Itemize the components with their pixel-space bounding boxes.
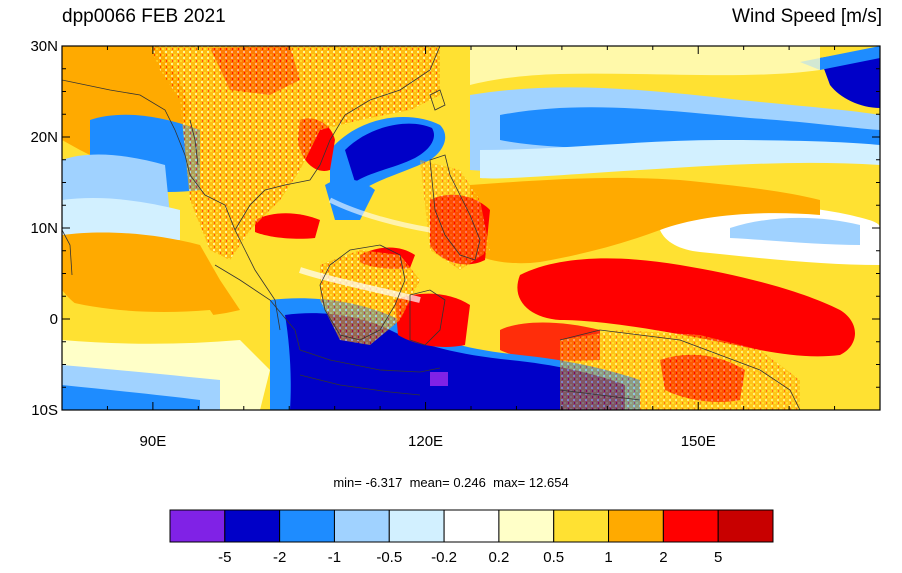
colorbar-label: -0.5 bbox=[376, 549, 402, 566]
colorbar-label: -1 bbox=[328, 549, 341, 566]
colorbar-label: 0.5 bbox=[543, 549, 564, 566]
lon-tick-label: 120E bbox=[408, 433, 443, 450]
colorbar-swatch bbox=[553, 509, 610, 543]
colorbar-label: 2 bbox=[659, 549, 667, 566]
colorbar: -5 -2 -1 -0.5 -0.2 0.2 0.5 1 2 5 bbox=[169, 509, 774, 566]
field-statistics: min= -6.317 mean= 0.246 max= 12.654 bbox=[0, 475, 902, 490]
lat-tick-label: 10S bbox=[31, 402, 58, 419]
colorbar-swatch bbox=[388, 509, 445, 543]
colorbar-swatch bbox=[717, 509, 774, 543]
colorbar-label: 0.2 bbox=[488, 549, 509, 566]
longitude-labels: 90E 120E 150E bbox=[140, 433, 716, 450]
coastlines bbox=[62, 46, 801, 410]
axis-ticks bbox=[61, 45, 881, 411]
lon-tick-label: 150E bbox=[681, 433, 716, 450]
colorbar-swatch bbox=[169, 509, 226, 543]
variable-title: Wind Speed [m/s] bbox=[732, 6, 882, 27]
min-label: min= bbox=[333, 475, 362, 490]
colorbar-label: 1 bbox=[604, 549, 612, 566]
lon-tick-label: 90E bbox=[140, 433, 167, 450]
colorbar-label: -5 bbox=[218, 549, 231, 566]
mean-value: 0.246 bbox=[453, 475, 486, 490]
colorbar-swatch bbox=[224, 509, 281, 543]
wind-speed-field bbox=[62, 46, 880, 410]
colorbar-swatch bbox=[608, 509, 664, 543]
colorbar-swatch bbox=[662, 509, 719, 543]
lat-tick-label: 20N bbox=[30, 129, 58, 146]
max-label: max= bbox=[493, 475, 526, 490]
lat-tick-label: 10N bbox=[30, 220, 58, 237]
colorbar-swatch bbox=[443, 509, 500, 543]
colorbar-label: 5 bbox=[714, 549, 722, 566]
max-value: 12.654 bbox=[528, 475, 569, 490]
lat-tick-label: 0 bbox=[50, 311, 58, 328]
colorbar-swatch bbox=[498, 509, 555, 543]
lat-tick-label: 30N bbox=[30, 38, 58, 55]
mean-label: mean= bbox=[409, 475, 450, 490]
map-title: dpp0066 FEB 2021 bbox=[62, 6, 226, 27]
colorbar-swatch bbox=[333, 509, 390, 543]
colorbar-label: -0.2 bbox=[431, 549, 457, 566]
colorbar-swatch bbox=[279, 509, 335, 543]
colorbar-label: -2 bbox=[273, 549, 286, 566]
min-value: -6.317 bbox=[365, 475, 403, 490]
latitude-labels: 30N 20N 10N 0 10S bbox=[30, 38, 58, 419]
